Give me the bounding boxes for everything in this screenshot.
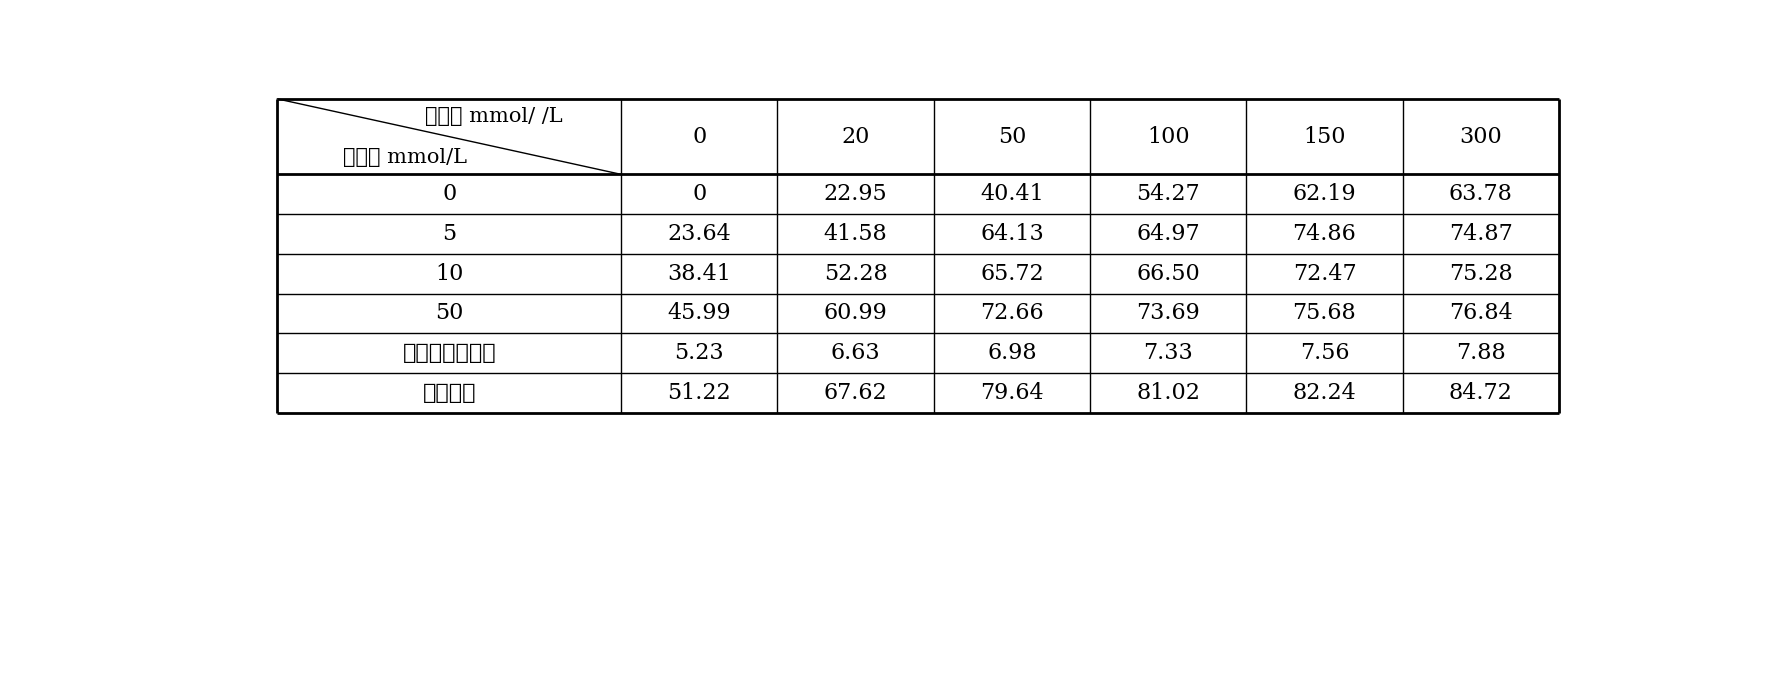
Text: 10: 10: [436, 263, 464, 285]
Text: 60.99: 60.99: [823, 303, 887, 325]
Text: 7.88: 7.88: [1456, 342, 1506, 364]
Text: 20: 20: [841, 126, 869, 148]
Text: 75.28: 75.28: [1449, 263, 1513, 285]
Text: 76.84: 76.84: [1449, 303, 1513, 325]
Text: 50: 50: [436, 303, 464, 325]
Text: 54.27: 54.27: [1136, 183, 1200, 205]
Text: 100: 100: [1147, 126, 1189, 148]
Text: 38.41: 38.41: [667, 263, 731, 285]
Text: 氯化鐵 mmol/L: 氯化鐵 mmol/L: [343, 147, 466, 167]
Text: 23.64: 23.64: [667, 223, 731, 245]
Text: 75.68: 75.68: [1293, 303, 1357, 325]
Text: 72.66: 72.66: [980, 303, 1044, 325]
Text: 63.78: 63.78: [1449, 183, 1513, 205]
Text: 74.87: 74.87: [1449, 223, 1513, 245]
Text: 22.95: 22.95: [823, 183, 887, 205]
Text: 0: 0: [692, 126, 706, 148]
Text: 41.58: 41.58: [823, 223, 887, 245]
Text: 66.50: 66.50: [1136, 263, 1200, 285]
Text: 45.99: 45.99: [667, 303, 731, 325]
Text: 0: 0: [443, 183, 457, 205]
Text: 6.98: 6.98: [987, 342, 1037, 364]
Text: 300: 300: [1460, 126, 1502, 148]
Text: 150: 150: [1303, 126, 1346, 148]
Text: 64.97: 64.97: [1136, 223, 1200, 245]
Text: 酒石酸 mmol/ /L: 酒石酸 mmol/ /L: [425, 106, 564, 126]
Text: 5: 5: [443, 223, 457, 245]
Text: 7.56: 7.56: [1300, 342, 1350, 364]
Text: 5.23: 5.23: [674, 342, 724, 364]
Text: 52.28: 52.28: [823, 263, 887, 285]
Text: 6.63: 6.63: [830, 342, 880, 364]
Text: 73.69: 73.69: [1136, 303, 1200, 325]
Text: 50: 50: [997, 126, 1026, 148]
Text: 65.72: 65.72: [980, 263, 1044, 285]
Text: 62.19: 62.19: [1293, 183, 1357, 205]
Text: 64.13: 64.13: [980, 223, 1044, 245]
Text: 84.72: 84.72: [1449, 382, 1513, 404]
Text: 总去除率: 总去除率: [423, 382, 477, 404]
Text: 7.33: 7.33: [1143, 342, 1193, 364]
Text: 79.64: 79.64: [980, 382, 1044, 404]
Text: 74.86: 74.86: [1293, 223, 1357, 245]
Text: 0: 0: [692, 183, 706, 205]
Text: 67.62: 67.62: [823, 382, 887, 404]
Text: 蔫馏水淤洗三次: 蔫馏水淤洗三次: [402, 342, 496, 364]
Text: 72.47: 72.47: [1293, 263, 1357, 285]
Text: 40.41: 40.41: [980, 183, 1044, 205]
Text: 82.24: 82.24: [1293, 382, 1357, 404]
Text: 51.22: 51.22: [667, 382, 731, 404]
Text: 81.02: 81.02: [1136, 382, 1200, 404]
